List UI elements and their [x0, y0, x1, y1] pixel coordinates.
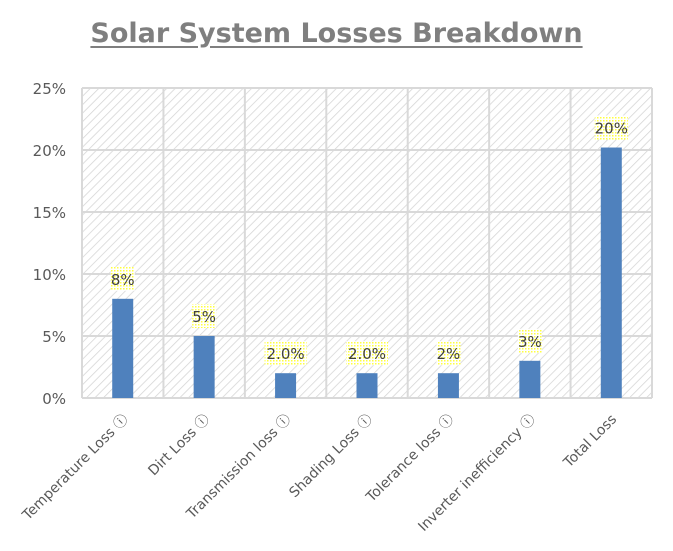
data-label: 5% [192, 308, 216, 326]
y-tick-label: 5% [42, 328, 66, 346]
bar [600, 147, 622, 398]
y-tick-label: 25% [33, 80, 66, 98]
y-tick-label: 15% [33, 204, 66, 222]
data-label-highlight [110, 266, 135, 291]
data-label-highlight [436, 341, 461, 366]
data-label: 2.0% [348, 345, 386, 363]
data-label-highlight [594, 115, 628, 140]
category-label: Dirt Loss ⓘ [145, 412, 213, 480]
data-label: 3% [518, 333, 542, 351]
data-label-highlight [346, 341, 388, 366]
data-label-highlight [517, 328, 542, 353]
data-label: 2.0% [267, 345, 305, 363]
category-label: Tolerance loss ⓘ [363, 412, 458, 507]
y-tick-label: 0% [42, 390, 66, 408]
category-label: Total Loss [560, 412, 620, 472]
data-label: 20% [595, 120, 628, 138]
category-label: Shading Loss ⓘ [286, 412, 375, 501]
bar [437, 373, 459, 398]
y-tick-label: 10% [33, 266, 66, 284]
data-label: 2% [437, 345, 461, 363]
bar [519, 360, 541, 398]
bar [356, 373, 378, 398]
bar [275, 373, 297, 398]
data-label: 8% [111, 271, 135, 289]
chart-title: Solar System Losses Breakdown [90, 18, 583, 49]
y-tick-label: 20% [33, 142, 66, 160]
bar [112, 298, 134, 398]
data-label-highlight [192, 304, 217, 328]
bar [193, 336, 215, 398]
category-label: Temperature Loss ⓘ [19, 412, 132, 525]
data-label-highlight [264, 341, 307, 366]
